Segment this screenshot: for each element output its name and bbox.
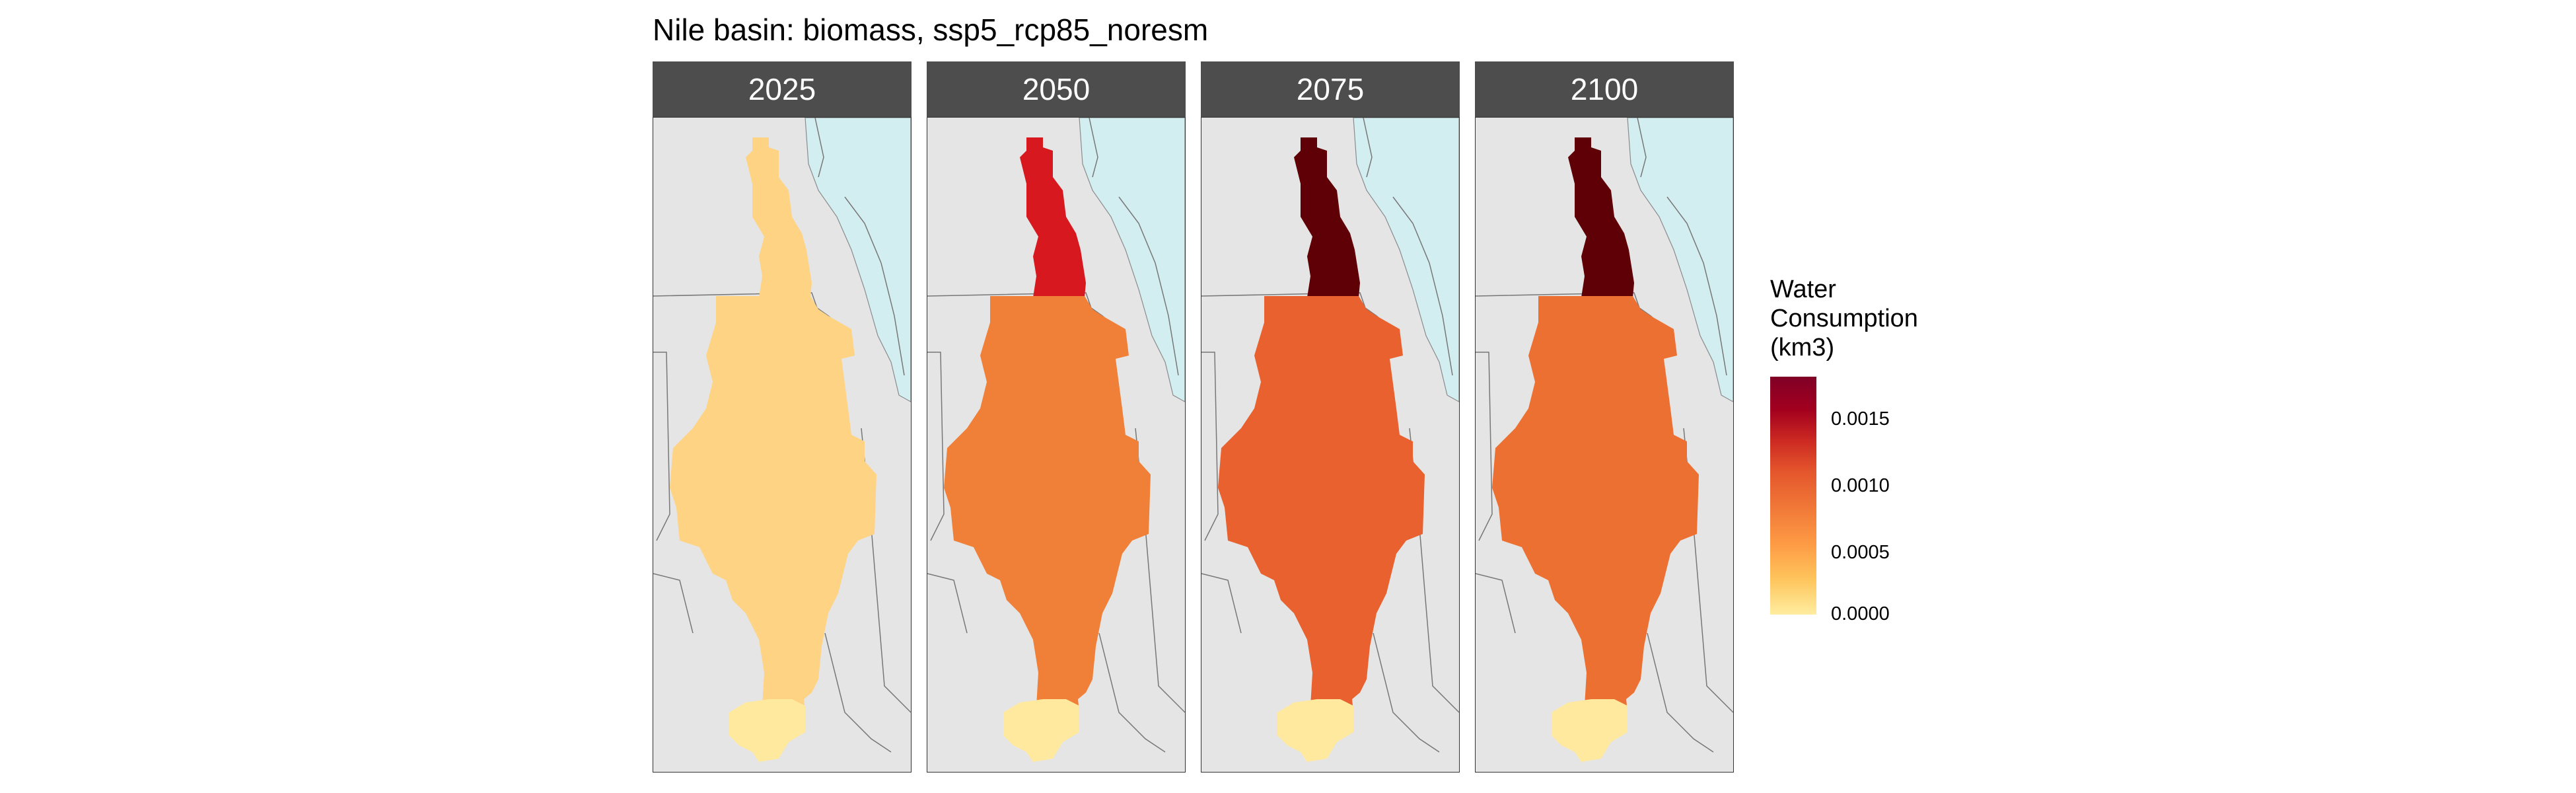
red-sea-water xyxy=(1353,118,1459,402)
color-legend: Water Consumption (km3) 0.0015 0.0010 0.… xyxy=(1770,275,1918,624)
main-basin-region xyxy=(1492,296,1699,732)
map-title: Nile basin: biomass, ssp5_rcp85_noresm xyxy=(653,13,1209,47)
legend-tick xyxy=(1816,418,1823,420)
lake-region xyxy=(1003,699,1079,762)
legend-tick-label: 0.0015 xyxy=(1831,408,1890,430)
legend-colorbar xyxy=(1770,377,1816,615)
map-area xyxy=(1201,117,1460,773)
legend-title-line: (km3) xyxy=(1770,334,1835,361)
upper-nile-region xyxy=(1294,137,1360,297)
upper-nile-region xyxy=(1568,137,1634,297)
legend-tick xyxy=(1816,552,1823,553)
legend-tick-label: 0.0005 xyxy=(1831,542,1890,563)
facet-panel-2050: 2050 xyxy=(927,61,1186,773)
upper-nile-region xyxy=(746,137,812,297)
legend-tick xyxy=(1816,485,1823,486)
legend-tick-label: 0.0010 xyxy=(1831,475,1890,496)
red-sea-water xyxy=(805,118,911,402)
facet-strip-label: 2050 xyxy=(927,61,1186,117)
facet-panel-2100: 2100 xyxy=(1475,61,1734,773)
facet-panel-2025: 2025 xyxy=(653,61,912,773)
facet-strip-label: 2075 xyxy=(1201,61,1460,117)
facet-panel-2075: 2075 xyxy=(1201,61,1460,773)
legend-title-line: Water xyxy=(1770,276,1836,303)
legend-tick xyxy=(1816,613,1823,614)
legend-title-line: Consumption xyxy=(1770,305,1918,332)
map-area xyxy=(927,117,1186,773)
facet-strip-label: 2100 xyxy=(1475,61,1734,117)
legend-tick-label: 0.0000 xyxy=(1831,603,1890,624)
lake-region xyxy=(1277,699,1353,762)
lake-region xyxy=(1552,699,1628,762)
lake-region xyxy=(729,699,805,762)
main-basin-region xyxy=(1218,296,1425,732)
main-basin-region xyxy=(670,296,877,732)
red-sea-water xyxy=(1627,118,1733,402)
map-area xyxy=(653,117,912,773)
upper-nile-region xyxy=(1020,137,1086,297)
red-sea-water xyxy=(1079,118,1185,402)
main-basin-region xyxy=(944,296,1151,732)
map-area xyxy=(1475,117,1734,773)
facet-strip-label: 2025 xyxy=(653,61,912,117)
